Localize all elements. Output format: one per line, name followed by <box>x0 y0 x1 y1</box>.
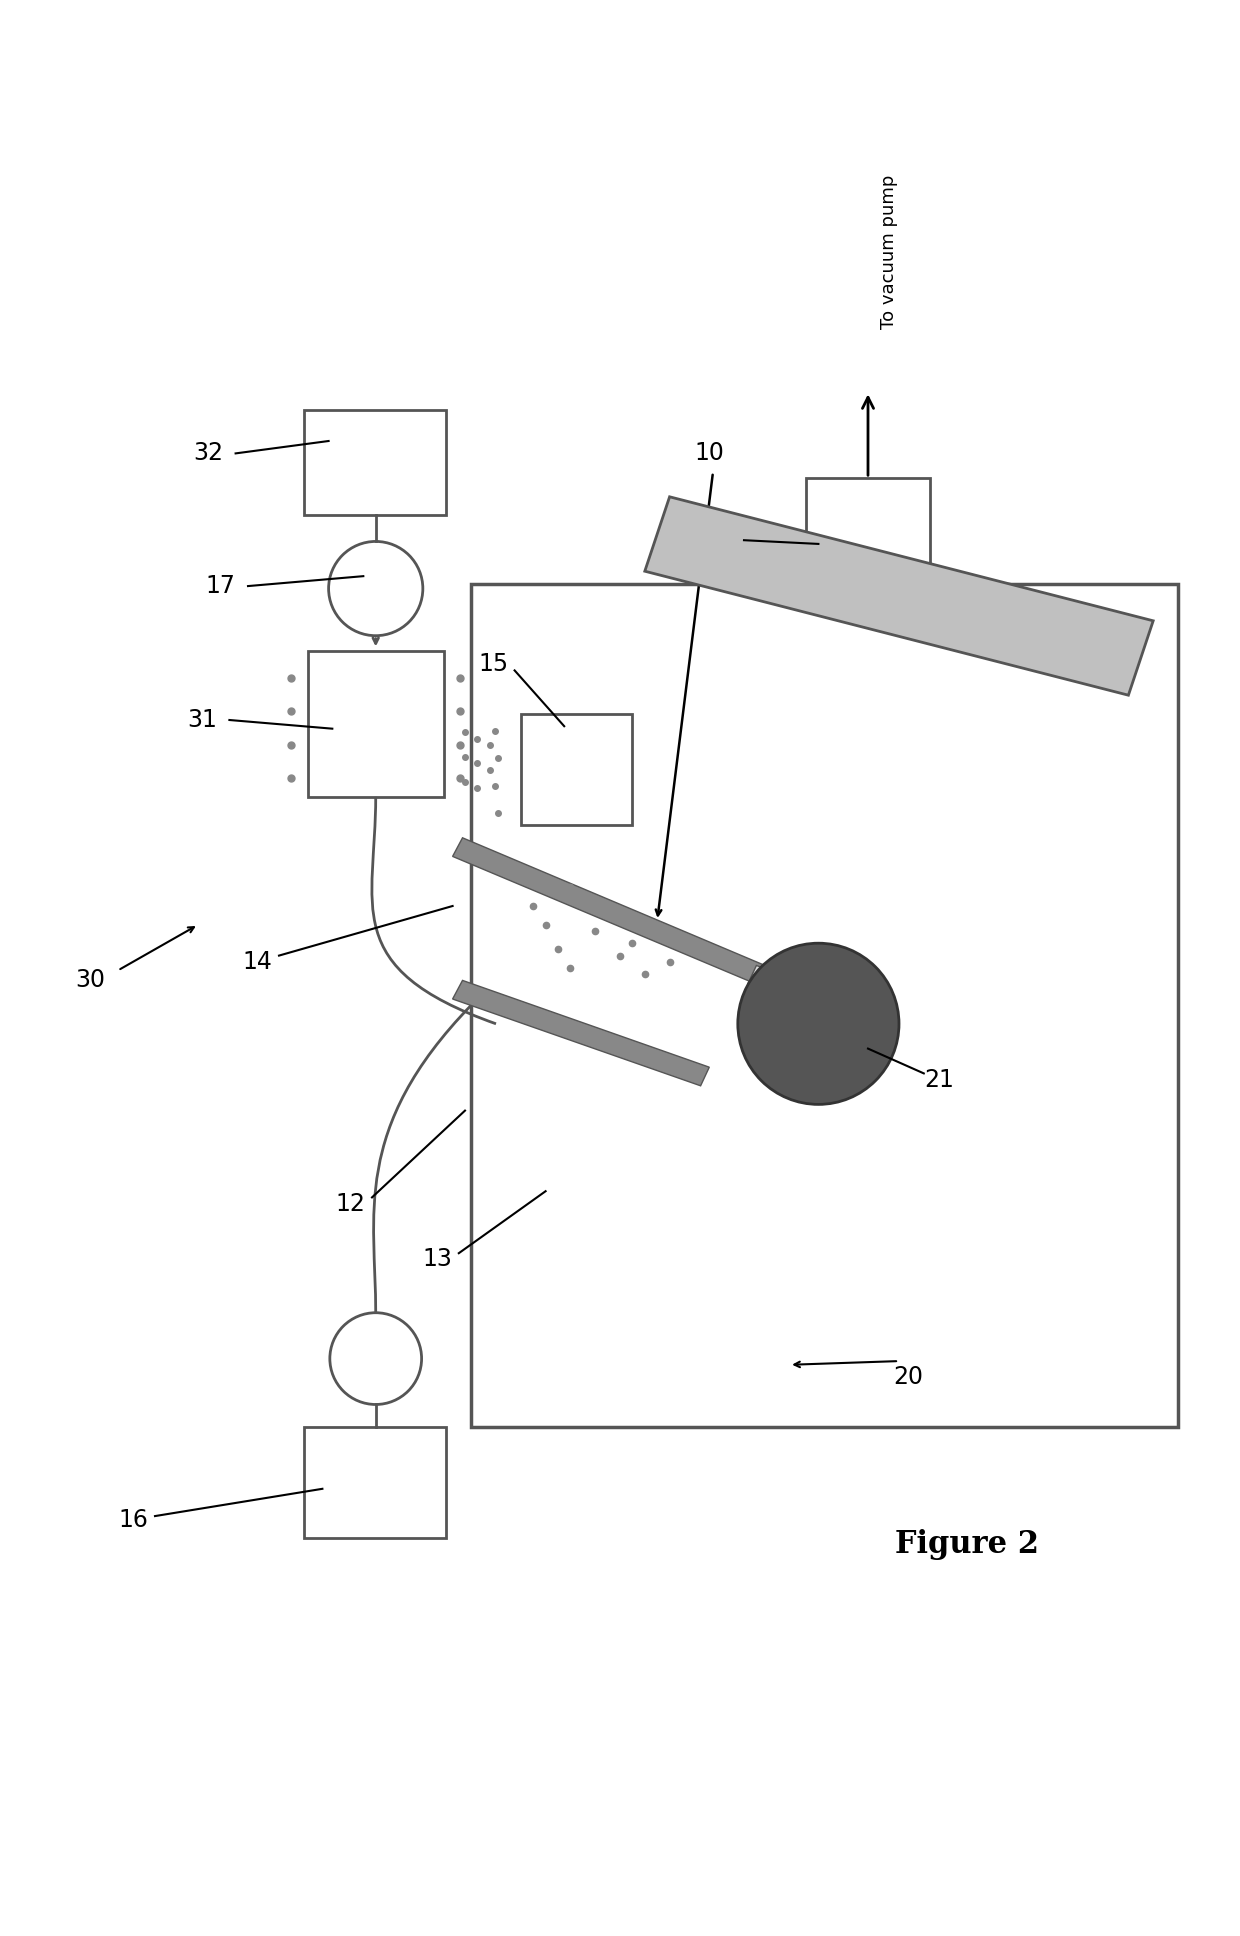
FancyBboxPatch shape <box>304 1427 446 1539</box>
Text: 10: 10 <box>694 441 724 465</box>
Text: 14: 14 <box>243 951 273 974</box>
Polygon shape <box>645 498 1153 695</box>
Polygon shape <box>453 980 709 1086</box>
Text: To vacuum pump: To vacuum pump <box>880 174 899 329</box>
Text: 13: 13 <box>423 1247 453 1272</box>
Text: Figure 2: Figure 2 <box>895 1529 1039 1560</box>
Text: 17: 17 <box>206 575 236 598</box>
Polygon shape <box>453 838 765 983</box>
FancyBboxPatch shape <box>471 583 1178 1427</box>
FancyBboxPatch shape <box>521 714 632 825</box>
Circle shape <box>329 542 423 635</box>
Text: 30: 30 <box>76 968 105 993</box>
Text: 20: 20 <box>893 1365 923 1390</box>
Text: 31: 31 <box>187 709 217 732</box>
Text: 32: 32 <box>193 441 223 465</box>
FancyBboxPatch shape <box>806 478 930 608</box>
FancyBboxPatch shape <box>304 410 446 515</box>
Circle shape <box>330 1313 422 1404</box>
Text: 18: 18 <box>708 529 738 552</box>
Circle shape <box>738 943 899 1104</box>
Text: 21: 21 <box>924 1067 954 1092</box>
Polygon shape <box>748 966 771 989</box>
Text: 15: 15 <box>479 652 508 676</box>
Text: 12: 12 <box>336 1191 366 1216</box>
FancyBboxPatch shape <box>308 650 444 798</box>
Text: 16: 16 <box>119 1508 149 1531</box>
Text: 11: 11 <box>769 536 799 561</box>
